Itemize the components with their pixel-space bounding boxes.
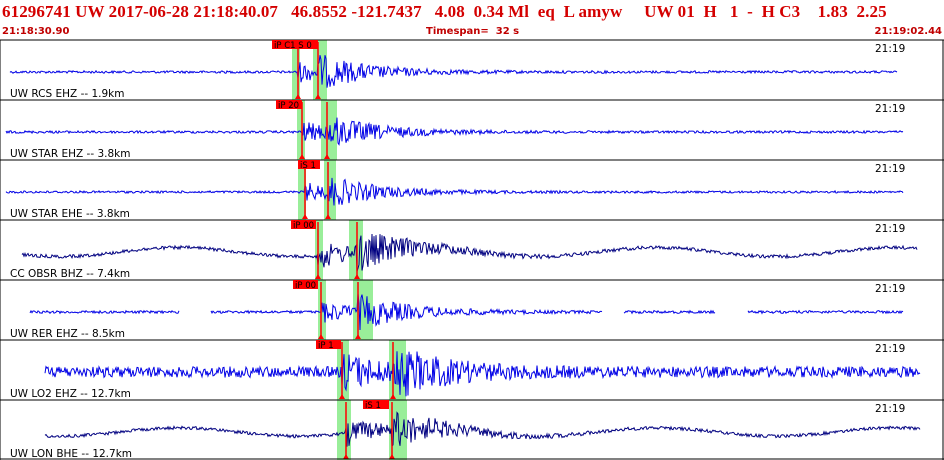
station-label: UW STAR EHE -- 3.8km (10, 208, 130, 220)
trace-panel[interactable]: iP C1 S 0 UW RCS EHZ -- 1.9km 21:19 (0, 39, 944, 100)
header-bar: 61296741 UW 2017-06-28 21:18:40.07 46.85… (0, 0, 944, 26)
time-label: 21:19 (875, 283, 905, 295)
waveform (44, 351, 921, 397)
station-label: UW STAR EHZ -- 3.8km (10, 148, 130, 160)
pick-label: iP C1 S 0 (274, 41, 312, 51)
pick-label-box[interactable] (316, 340, 341, 349)
pick-window (297, 100, 305, 160)
time-bar: 21:18:30.90 Timespan= 32 s 21:19:02.44 (0, 26, 944, 38)
pick-label: iP 00 (295, 281, 316, 291)
waveform (210, 293, 603, 331)
pick-marker[interactable] (339, 394, 345, 399)
trace-panel[interactable]: iP 1 UW LO2 EHZ -- 12.7km 21:19 (0, 339, 944, 400)
pick-marker[interactable] (315, 274, 321, 279)
waveform (5, 177, 904, 206)
pick-window (321, 100, 337, 160)
pick-marker[interactable] (302, 214, 308, 219)
pick-marker[interactable] (299, 154, 305, 159)
pick-window (337, 400, 351, 460)
trace-panel[interactable]: iP 00 CC OBSR BHZ -- 7.4km 21:19 (0, 219, 944, 280)
time-label: 21:19 (875, 403, 905, 415)
pick-label: iP 00 (293, 221, 314, 231)
end-time: 21:19:02.44 (874, 26, 942, 37)
pick-label-box[interactable] (363, 400, 389, 409)
time-label: 21:19 (875, 163, 905, 175)
start-time: 21:18:30.90 (2, 26, 70, 37)
trace-panel[interactable]: iP 20 UW STAR EHZ -- 3.8km 21:19 (0, 99, 944, 160)
time-label: 21:19 (875, 343, 905, 355)
time-label: 21:19 (875, 103, 905, 115)
pick-label: iS 1 (300, 161, 316, 171)
event-title: 61296741 UW 2017-06-28 21:18:40.07 46.85… (2, 2, 887, 21)
waveform (21, 233, 918, 272)
pick-label-box[interactable] (291, 220, 316, 229)
pick-label-box[interactable] (298, 160, 320, 169)
time-label: 21:19 (875, 223, 905, 235)
pick-marker[interactable] (354, 274, 360, 279)
pick-window (315, 220, 323, 280)
station-label: UW LO2 EHZ -- 12.7km (10, 388, 131, 400)
station-label: UW RER EHZ -- 8.5km (10, 328, 125, 340)
waveform (9, 55, 898, 88)
pick-marker[interactable] (343, 454, 349, 459)
pick-marker[interactable] (324, 154, 330, 159)
time-label: 21:19 (875, 43, 905, 55)
pick-label: iP 20 (278, 101, 299, 111)
pick-label-box[interactable] (272, 40, 318, 49)
station-label: UW LON BHE -- 12.7km (10, 448, 132, 460)
pick-marker[interactable] (318, 334, 324, 339)
trace-panel[interactable]: iS 1 UW STAR EHE -- 3.8km 21:19 (0, 159, 944, 220)
station-label: UW RCS EHZ -- 1.9km (10, 88, 125, 100)
waveform (623, 309, 716, 315)
pick-window (313, 40, 327, 100)
pick-window (318, 280, 326, 340)
station-label: CC OBSR BHZ -- 7.4km (10, 268, 130, 280)
pick-marker[interactable] (315, 94, 321, 99)
waveform (747, 309, 904, 315)
waveform (29, 309, 180, 315)
pick-marker[interactable] (390, 394, 396, 399)
pick-label: iP 1 (318, 341, 334, 351)
pick-window (292, 40, 300, 100)
pick-label: iS 1 (365, 401, 381, 411)
pick-marker[interactable] (325, 214, 331, 219)
pick-marker[interactable] (389, 454, 395, 459)
timespan-label: Timespan= 32 s (426, 26, 520, 37)
waveform (44, 411, 921, 448)
trace-panel[interactable]: iP 00 UW RER EHZ -- 8.5km 21:19 (0, 279, 944, 340)
pick-marker[interactable] (295, 94, 301, 99)
trace-panel[interactable]: iS 1 UW LON BHE -- 12.7km 21:19 (0, 399, 944, 460)
pick-label-box[interactable] (293, 280, 318, 289)
pick-marker[interactable] (355, 334, 361, 339)
pick-window (389, 400, 407, 460)
waveform (5, 117, 904, 146)
pick-label-box[interactable] (276, 100, 302, 109)
pick-window (298, 160, 306, 220)
